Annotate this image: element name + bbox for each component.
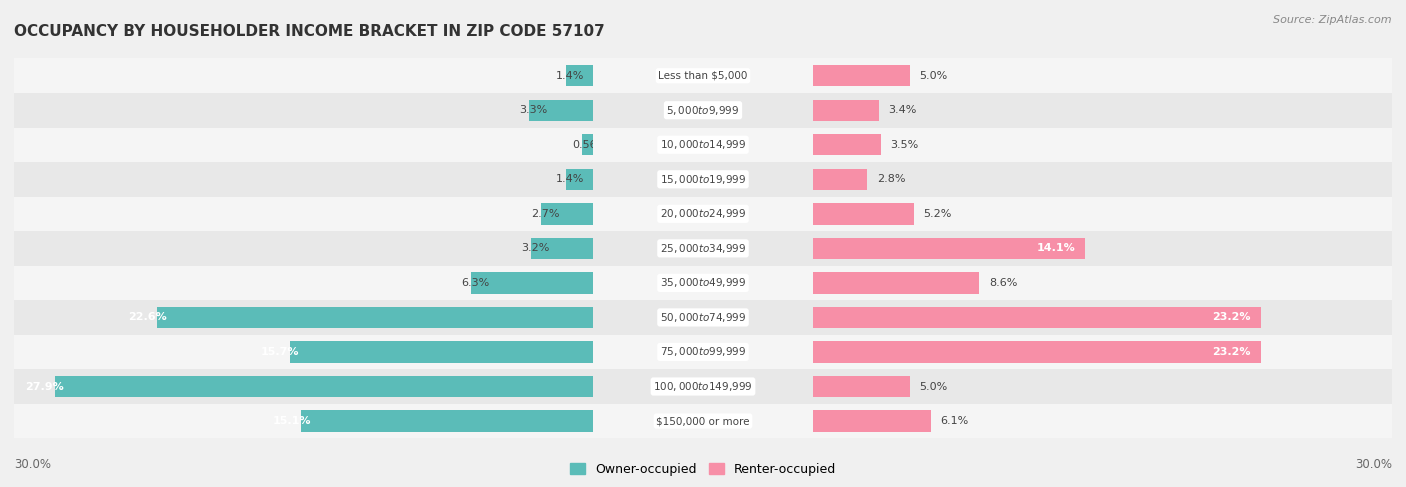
Bar	[0, 335, 1406, 369]
Text: 6.3%: 6.3%	[461, 278, 489, 288]
Bar	[0, 128, 1406, 162]
Bar	[0, 404, 1406, 438]
Text: OCCUPANCY BY HOUSEHOLDER INCOME BRACKET IN ZIP CODE 57107: OCCUPANCY BY HOUSEHOLDER INCOME BRACKET …	[14, 24, 605, 39]
Bar	[0, 231, 1406, 265]
Bar	[813, 169, 868, 190]
Text: 30.0%: 30.0%	[14, 458, 51, 471]
Bar	[0, 93, 1406, 128]
Bar	[0, 58, 1406, 93]
Bar	[813, 238, 1085, 259]
Bar	[813, 341, 1261, 363]
Text: $100,000 to $149,999: $100,000 to $149,999	[654, 380, 752, 393]
Bar	[471, 272, 593, 294]
Bar	[0, 162, 1406, 197]
Bar	[0, 265, 1406, 300]
Bar	[0, 404, 1406, 438]
Bar	[0, 231, 1406, 265]
Text: 22.6%: 22.6%	[128, 313, 166, 322]
Text: 2.8%: 2.8%	[877, 174, 905, 184]
Text: $20,000 to $24,999: $20,000 to $24,999	[659, 207, 747, 220]
Bar	[0, 300, 1406, 335]
Text: 3.4%: 3.4%	[889, 105, 917, 115]
Text: 27.9%: 27.9%	[25, 381, 65, 392]
Text: 2.7%: 2.7%	[531, 209, 560, 219]
Text: 3.2%: 3.2%	[522, 244, 550, 253]
Text: 15.7%: 15.7%	[262, 347, 299, 357]
Bar	[0, 369, 1406, 404]
Bar	[813, 134, 880, 155]
Bar	[301, 411, 593, 432]
Text: 1.4%: 1.4%	[557, 174, 585, 184]
Bar	[0, 197, 1406, 231]
Bar	[0, 265, 1406, 300]
Bar	[157, 307, 593, 328]
Text: $50,000 to $74,999: $50,000 to $74,999	[659, 311, 747, 324]
Bar	[0, 404, 1406, 438]
Text: 5.0%: 5.0%	[920, 381, 948, 392]
Text: $150,000 or more: $150,000 or more	[657, 416, 749, 426]
Bar	[813, 65, 910, 86]
Bar	[0, 58, 1406, 93]
Bar	[0, 128, 1406, 162]
Bar	[813, 411, 931, 432]
Bar	[813, 272, 979, 294]
Bar	[0, 162, 1406, 197]
Bar	[290, 341, 593, 363]
Bar	[0, 197, 1406, 231]
Bar	[529, 99, 593, 121]
Text: 0.56%: 0.56%	[572, 140, 607, 150]
Bar	[0, 369, 1406, 404]
Bar	[0, 265, 1406, 300]
Bar	[541, 203, 593, 225]
Bar	[0, 300, 1406, 335]
Text: $25,000 to $34,999: $25,000 to $34,999	[659, 242, 747, 255]
Text: 8.6%: 8.6%	[988, 278, 1017, 288]
Text: 15.1%: 15.1%	[273, 416, 311, 426]
Text: 5.2%: 5.2%	[924, 209, 952, 219]
Bar	[55, 376, 593, 397]
Bar	[0, 231, 1406, 265]
Text: 14.1%: 14.1%	[1036, 244, 1076, 253]
Bar	[0, 300, 1406, 335]
Bar	[565, 169, 593, 190]
Bar	[565, 65, 593, 86]
Bar	[0, 162, 1406, 197]
Text: $10,000 to $14,999: $10,000 to $14,999	[659, 138, 747, 151]
Text: 30.0%: 30.0%	[1355, 458, 1392, 471]
Bar	[0, 93, 1406, 128]
Bar	[531, 238, 593, 259]
Bar	[0, 335, 1406, 369]
Text: $35,000 to $49,999: $35,000 to $49,999	[659, 277, 747, 289]
Text: $15,000 to $19,999: $15,000 to $19,999	[659, 173, 747, 186]
Text: Less than $5,000: Less than $5,000	[658, 71, 748, 81]
Text: 5.0%: 5.0%	[920, 71, 948, 81]
Text: $5,000 to $9,999: $5,000 to $9,999	[666, 104, 740, 117]
Bar	[813, 99, 879, 121]
Bar	[0, 93, 1406, 128]
Text: 3.5%: 3.5%	[890, 140, 918, 150]
Text: $75,000 to $99,999: $75,000 to $99,999	[659, 345, 747, 358]
Bar	[813, 376, 910, 397]
Bar	[582, 134, 593, 155]
Text: 3.3%: 3.3%	[519, 105, 548, 115]
Text: 23.2%: 23.2%	[1212, 313, 1251, 322]
Bar	[0, 58, 1406, 93]
Bar	[0, 197, 1406, 231]
Text: 6.1%: 6.1%	[941, 416, 969, 426]
Text: 1.4%: 1.4%	[557, 71, 585, 81]
Bar	[813, 203, 914, 225]
Bar	[0, 369, 1406, 404]
Text: Source: ZipAtlas.com: Source: ZipAtlas.com	[1274, 15, 1392, 25]
Legend: Owner-occupied, Renter-occupied: Owner-occupied, Renter-occupied	[565, 458, 841, 481]
Bar	[0, 128, 1406, 162]
Bar	[0, 335, 1406, 369]
Text: 23.2%: 23.2%	[1212, 347, 1251, 357]
Bar	[813, 307, 1261, 328]
